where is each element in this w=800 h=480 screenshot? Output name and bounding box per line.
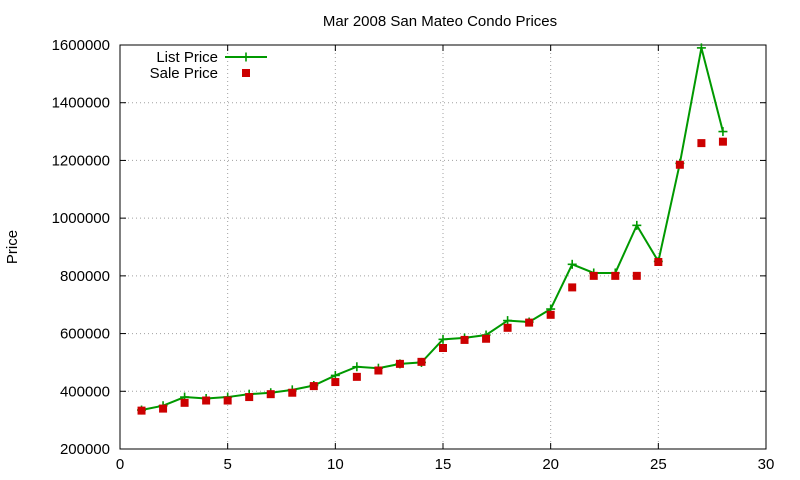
sale-price-point: [697, 139, 706, 148]
sale-price-point: [417, 357, 426, 366]
y-tick-label: 600000: [60, 326, 110, 343]
y-tick-label: 200000: [60, 441, 110, 458]
sale-price-point: [460, 335, 469, 344]
sale-price-point: [439, 344, 447, 352]
chart-title: Mar 2008 San Mateo Condo Prices: [323, 13, 557, 30]
sale-price-point: [331, 378, 340, 387]
ticks: [119, 44, 767, 450]
sale-price-point: [675, 160, 684, 169]
tick-labels: 0 5 10 15 20 25 30 200000 400000 600000 800000 1000…: [52, 37, 775, 473]
y-tick-label: 1400000: [52, 95, 110, 112]
sale-price-point: [611, 271, 620, 280]
sale-price-point: [503, 323, 512, 332]
sale-price-point: [632, 271, 641, 280]
legend-label: Sale Price: [150, 65, 218, 82]
y-tick-label: 400000: [60, 383, 110, 400]
sale-price-point: [159, 404, 168, 413]
sale-price-point: [546, 310, 555, 319]
sale-price-point: [374, 366, 383, 375]
x-tick-label: 10: [327, 456, 344, 473]
sale-price-point: [266, 390, 275, 399]
sale-price-point: [525, 318, 534, 327]
y-tick-label: 800000: [60, 268, 110, 285]
list-price-line: [141, 47, 724, 412]
sale-price-point: [395, 359, 404, 368]
y-tick-label: 1600000: [52, 37, 110, 54]
x-tick-label: 20: [542, 456, 559, 473]
x-tick-label: 25: [650, 456, 667, 473]
sale-price-point: [288, 388, 297, 397]
legend-label: List Price: [156, 49, 218, 66]
sale-price-point: [482, 334, 491, 343]
y-tick-label: 1200000: [52, 152, 110, 169]
y-tick-label: 1000000: [52, 210, 110, 227]
sale-price-point: [180, 398, 189, 407]
sale-price-point: [202, 396, 211, 405]
x-tick-label: 30: [758, 456, 775, 473]
sale-price-point: [352, 372, 361, 381]
sale-price-point: [245, 393, 254, 402]
x-tick-label: 0: [116, 456, 124, 473]
y-axis-label: Price: [4, 230, 21, 264]
sale-price-point: [654, 258, 663, 267]
x-tick-label: 5: [223, 456, 231, 473]
legend-square: [242, 69, 250, 77]
sale-price-point: [568, 283, 577, 292]
x-tick-label: 15: [435, 456, 452, 473]
sale-price-point: [589, 271, 598, 280]
sale-price-point: [223, 396, 232, 405]
sale-price-point: [137, 406, 146, 415]
sale-price-point: [309, 382, 318, 391]
series-sale-price: [137, 137, 727, 415]
series-layer: [137, 43, 728, 415]
sale-price-point: [718, 137, 727, 146]
